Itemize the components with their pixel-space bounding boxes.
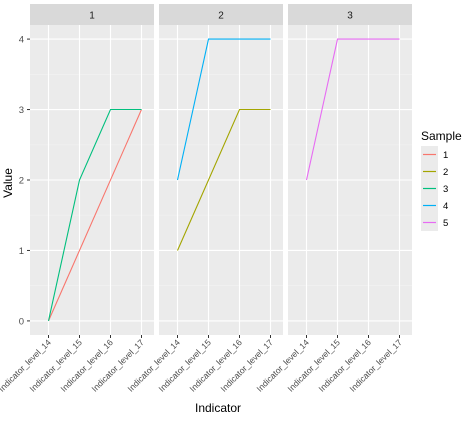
facet-panel-3: 3	[288, 4, 412, 335]
legend-item-5: 5	[421, 214, 448, 231]
legend-item-1: 1	[421, 146, 448, 163]
facet-panel-1: 1	[30, 4, 154, 335]
facet-strip-label: 3	[347, 11, 353, 22]
facet-strip-label: 2	[218, 11, 224, 22]
y-tick-label: 0	[19, 316, 24, 327]
facet-panel-2: 2	[159, 4, 283, 335]
legend-title: Sample	[421, 129, 462, 143]
series-line-4	[176, 38, 271, 181]
y-tick-label: 2	[19, 176, 24, 187]
series-line-1	[47, 109, 143, 322]
y-tick-label: 1	[19, 246, 24, 257]
facet-strip	[288, 4, 412, 25]
facet-strip	[30, 4, 154, 25]
legend-item-4: 4	[421, 197, 448, 214]
legend-item-2: 2	[421, 163, 448, 180]
series-line-2	[176, 108, 271, 251]
series-line-5	[305, 38, 400, 181]
y-axis: 0 1 2 3 4	[19, 35, 30, 327]
legend-label: 5	[443, 218, 448, 229]
y-tick-label: 4	[19, 35, 24, 46]
facet-strip	[159, 4, 283, 25]
legend-label: 3	[443, 184, 448, 195]
series-line-3	[47, 108, 142, 322]
facet-strip-label: 1	[89, 11, 95, 22]
panels: 1 2 3	[30, 4, 412, 335]
legend-label: 4	[443, 201, 448, 212]
legend-label: 2	[443, 167, 448, 178]
y-tick-label: 3	[19, 105, 24, 116]
x-axis-title: Indicator	[195, 401, 241, 415]
legend: Sample 1 2 3 4 5	[421, 129, 462, 231]
legend-label: 1	[443, 150, 448, 161]
y-axis-title: Value	[1, 168, 15, 198]
legend-item-3: 3	[421, 180, 448, 197]
